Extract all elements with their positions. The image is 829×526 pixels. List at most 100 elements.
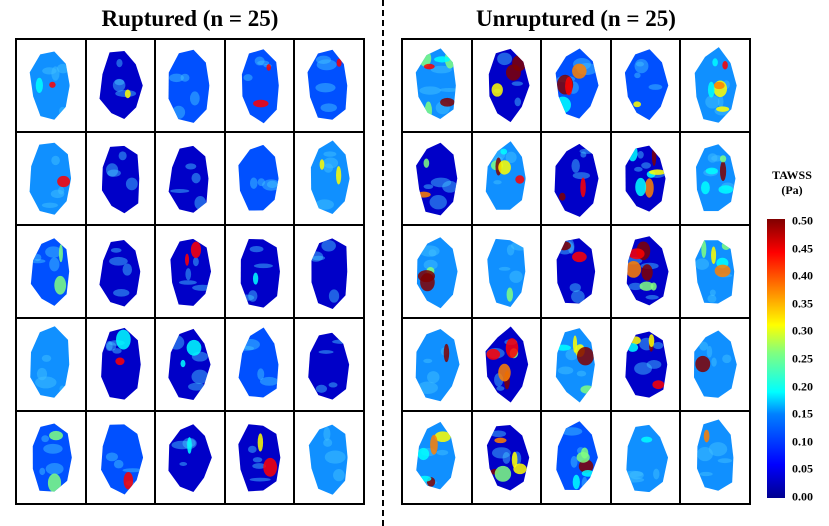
tawss-surface — [238, 327, 279, 398]
tawss-surface — [168, 328, 211, 400]
tawss-surface — [415, 48, 456, 119]
aneurysm-map — [680, 318, 750, 411]
aneurysm-map — [85, 39, 156, 132]
tawss-surface — [32, 423, 72, 492]
aneurysm-map — [541, 132, 611, 225]
tawss-surface — [556, 328, 596, 403]
tawss-surface — [486, 425, 529, 491]
tawss-surface — [556, 238, 596, 304]
aneurysm-map — [541, 318, 611, 411]
aneurysm-map — [155, 225, 225, 318]
tawss-surface — [309, 424, 348, 495]
aneurysm-map — [471, 225, 542, 318]
aneurysm-map — [402, 225, 472, 318]
colorbar-tick-label: 0.05 — [792, 461, 813, 476]
aneurysm-map — [155, 39, 225, 132]
colorbar-tick-label: 0.45 — [792, 241, 813, 256]
ruptured-title: Ruptured (n = 25) — [101, 6, 279, 31]
tawss-surface — [30, 326, 70, 398]
tawss-surface — [311, 140, 351, 214]
colorbar-tick-label: 0.25 — [792, 351, 813, 366]
ruptured-grid — [15, 38, 365, 505]
aneurysm-map — [680, 225, 750, 318]
aneurysm-map — [16, 318, 86, 411]
aneurysm-map — [294, 225, 364, 318]
colorbar-tick-label: 0.40 — [792, 268, 813, 283]
tawss-surface — [241, 49, 279, 124]
tawss-surface — [695, 240, 735, 304]
aneurysm-map — [610, 411, 681, 504]
tawss-surface — [695, 47, 738, 123]
aneurysm-map — [85, 132, 156, 225]
colorbar-tick-label: 0.20 — [792, 379, 813, 394]
tawss-surface — [625, 331, 668, 398]
aneurysm-map — [85, 411, 156, 504]
tawss-surface — [485, 326, 528, 403]
tawss-surface — [30, 238, 70, 306]
tawss-surface — [416, 237, 458, 309]
aneurysm-map — [224, 132, 295, 225]
aneurysm-map — [224, 318, 295, 411]
tawss-surface — [170, 238, 212, 306]
tawss-surface — [555, 48, 599, 119]
tawss-surface — [168, 145, 209, 213]
aneurysm-map — [610, 39, 681, 132]
aneurysm-map — [16, 132, 86, 225]
colorbar-tick-label: 0.00 — [792, 489, 813, 504]
colorbar-tick-label: 0.15 — [792, 406, 813, 421]
aneurysm-map — [294, 411, 364, 504]
aneurysm-map — [16, 411, 86, 504]
aneurysm-map — [224, 39, 295, 132]
aneurysm-map — [85, 225, 156, 318]
aneurysm-map — [471, 411, 542, 504]
aneurysm-map — [471, 132, 542, 225]
tawss-surface — [415, 329, 460, 402]
aneurysm-map — [680, 411, 750, 504]
aneurysm-map — [680, 132, 750, 225]
tawss-surface — [416, 142, 458, 216]
tawss-surface — [240, 239, 280, 308]
panel-divider — [382, 0, 384, 526]
tawss-surface — [626, 236, 669, 306]
aneurysm-map — [402, 132, 472, 225]
unruptured-grid — [401, 38, 751, 505]
aneurysm-map — [610, 132, 681, 225]
aneurysm-map — [155, 411, 225, 504]
tawss-surface — [697, 419, 734, 491]
tawss-surface — [168, 49, 210, 123]
aneurysm-map — [294, 132, 364, 225]
colorbar-tick-label: 0.35 — [792, 296, 813, 311]
aneurysm-map — [402, 411, 472, 504]
aneurysm-map — [680, 39, 750, 132]
tawss-surface — [626, 424, 668, 493]
colorbar — [767, 219, 785, 498]
tawss-surface — [100, 424, 143, 495]
aneurysm-map — [610, 225, 681, 318]
aneurysm-map — [85, 318, 156, 411]
aneurysm-map — [16, 39, 86, 132]
tawss-surface — [416, 421, 456, 490]
tawss-surface — [308, 332, 350, 400]
colorbar-tick-label: 0.10 — [792, 434, 813, 449]
tawss-surface — [694, 330, 738, 398]
colorbar-tick-label: 0.50 — [792, 213, 813, 228]
tawss-surface — [238, 424, 281, 492]
aneurysm-map — [155, 318, 225, 411]
tawss-surface — [29, 51, 70, 120]
tawss-surface — [556, 421, 599, 490]
colorbar-tick-label: 0.30 — [792, 323, 813, 338]
tawss-surface — [99, 51, 143, 119]
tawss-surface — [100, 327, 141, 400]
tawss-surface — [311, 238, 348, 309]
aneurysm-map — [294, 318, 364, 411]
colorbar-title-line1: TAWSS — [772, 168, 812, 182]
tawss-surface — [486, 238, 525, 307]
aneurysm-map — [471, 318, 542, 411]
tawss-surface — [488, 48, 530, 123]
unruptured-title: Unruptured (n = 25) — [476, 6, 676, 31]
tawss-surface — [696, 144, 736, 212]
tawss-surface — [554, 143, 599, 217]
aneurysm-map — [541, 225, 611, 318]
aneurysm-map — [610, 318, 681, 411]
tawss-surface — [307, 49, 348, 120]
